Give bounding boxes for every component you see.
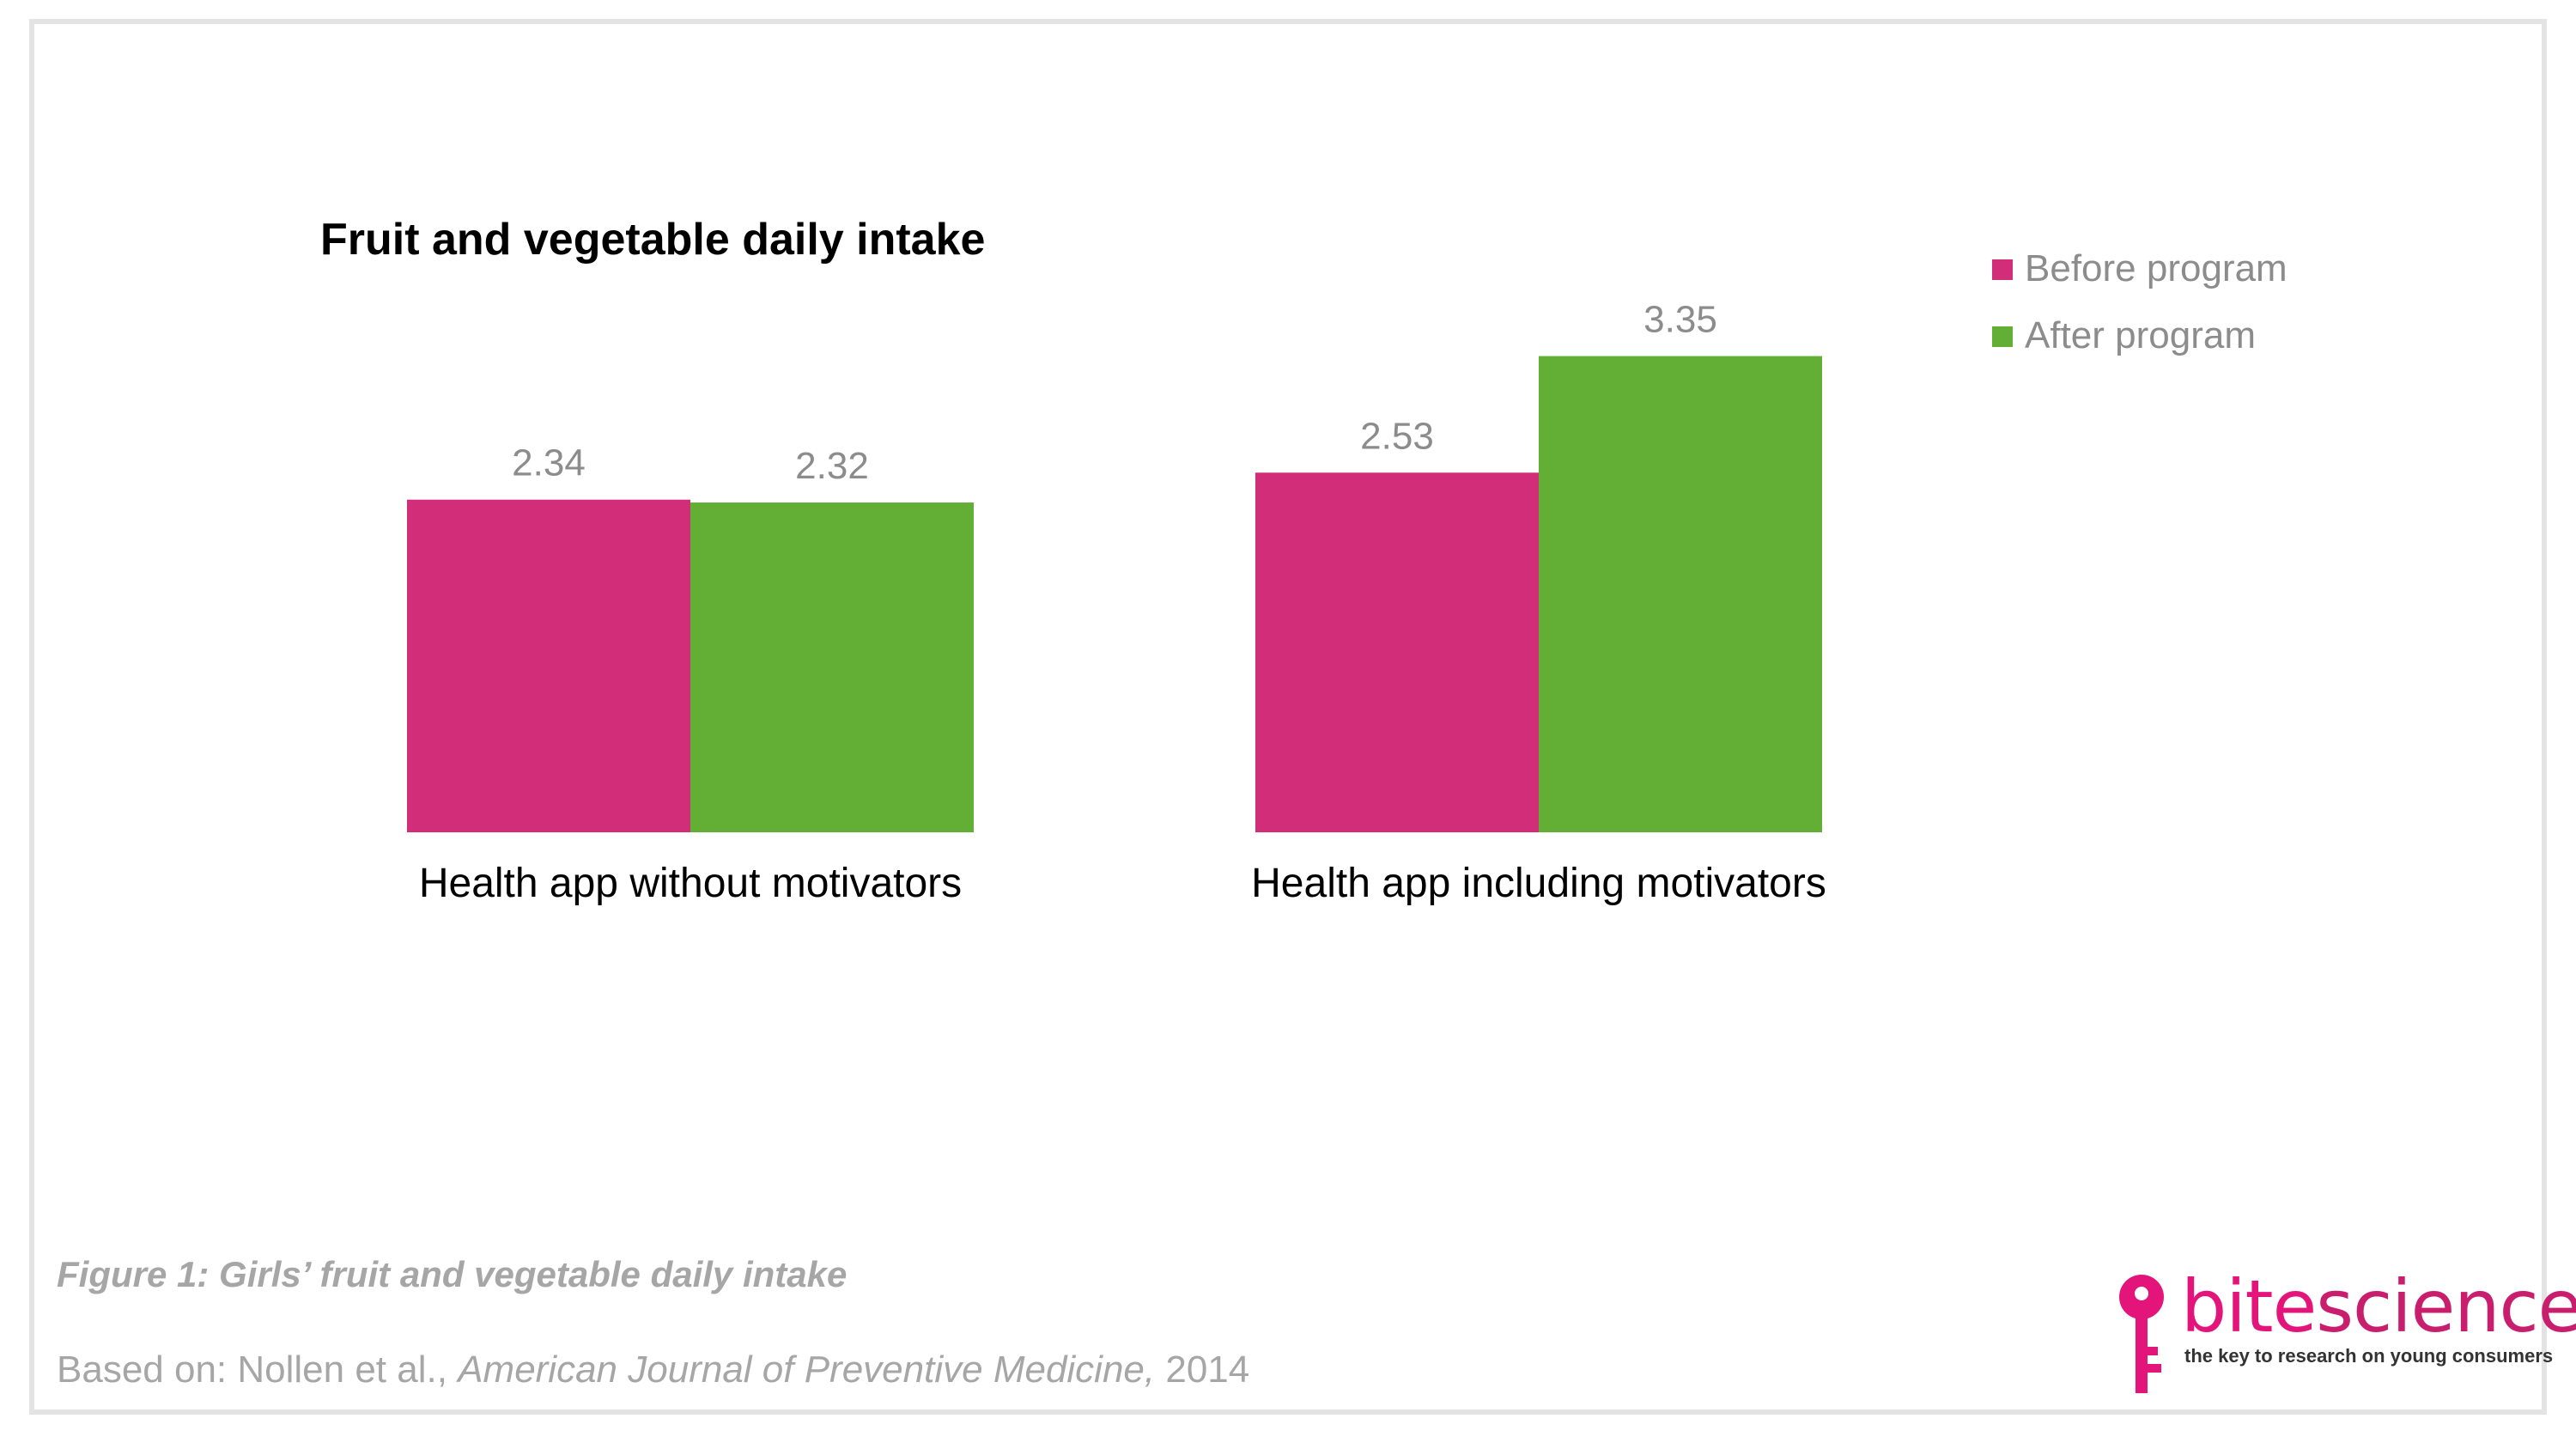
bar-after-1 [1539, 356, 1822, 832]
legend-label: After program [2025, 314, 2256, 356]
figure-caption: Figure 1: Girls’ fruit and vegetable dai… [57, 1254, 848, 1294]
bar-before-1 [1255, 472, 1539, 832]
legend-swatch [1992, 326, 2013, 347]
data-label: 3.35 [1643, 299, 1717, 341]
logo-tagline: the key to research on young consumers [2184, 1345, 2554, 1367]
logo-science: science [2316, 1264, 2576, 1349]
source-citation: Based on: Nollen et al., American Journa… [57, 1349, 1249, 1391]
bar-after-0 [690, 502, 974, 832]
source-journal: American Journal of Preventive Medicine, [458, 1349, 1156, 1391]
logo-wordmark: bitescience [2181, 1264, 2576, 1349]
category-label: Health app without motivators [419, 861, 962, 906]
logo-bite: bite [2181, 1264, 2317, 1349]
legend-label: Before program [2025, 247, 2287, 289]
bars-group: 2.34 2.32 Health app without motivators 2.5… [407, 299, 1826, 906]
bitescience-logo: bitescience the key to research on young… [2112, 1264, 2576, 1400]
source-year: 2014 [1155, 1349, 1250, 1391]
chart-title: Fruit and vegetable daily intake [320, 215, 985, 265]
data-label: 2.53 [1360, 415, 1434, 457]
legend: Before program After program [1992, 247, 2287, 356]
category-label: Health app including motivators [1251, 861, 1826, 906]
legend-swatch [1992, 259, 2013, 280]
source-prefix: Based on: Nollen et al., [57, 1349, 459, 1391]
data-label: 2.32 [795, 445, 869, 487]
data-label: 2.34 [512, 442, 586, 484]
bar-before-0 [407, 499, 690, 832]
key-icon [2119, 1275, 2164, 1393]
